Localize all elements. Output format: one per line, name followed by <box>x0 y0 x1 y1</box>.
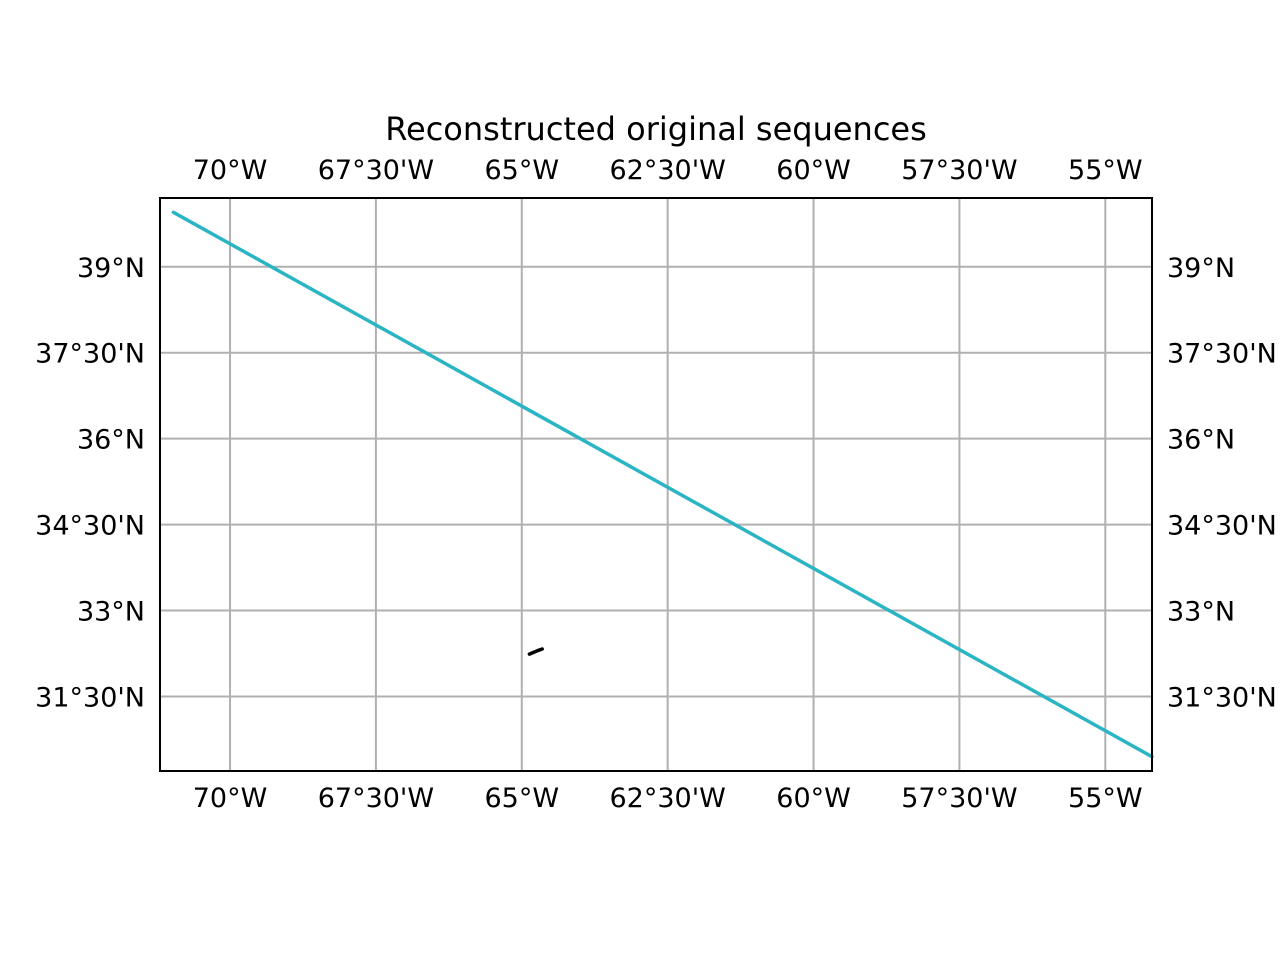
lat-label-left: 36°N <box>77 425 145 456</box>
lon-label-top: 57°30'W <box>901 155 1017 186</box>
lat-label-right: 39°N <box>1167 253 1235 284</box>
lon-label-bottom: 55°W <box>1068 783 1143 814</box>
lon-label-top: 60°W <box>776 155 851 186</box>
lat-label-right: 31°30'N <box>1167 683 1277 714</box>
lon-label-bottom: 70°W <box>193 783 268 814</box>
map-title: Reconstructed original sequences <box>385 110 927 148</box>
lon-label-bottom: 62°30'W <box>609 783 725 814</box>
graticule <box>160 198 1152 771</box>
lat-label-right: 36°N <box>1167 425 1235 456</box>
lat-label-right: 37°30'N <box>1167 339 1277 370</box>
lon-label-top: 70°W <box>193 155 268 186</box>
lat-label-left: 39°N <box>77 253 145 284</box>
map-frame <box>159 197 1153 772</box>
lon-label-bottom: 67°30'W <box>318 783 434 814</box>
lon-label-top: 62°30'W <box>609 155 725 186</box>
lon-label-bottom: 60°W <box>776 783 851 814</box>
lon-label-bottom: 57°30'W <box>901 783 1017 814</box>
tick-labels: 70°W 70°W 67°30'W 67°30'W 65°W 65°W 62°30'W 62°… <box>35 155 1277 814</box>
lon-label-bottom: 65°W <box>485 783 560 814</box>
lon-label-top: 55°W <box>1068 155 1143 186</box>
lat-label-right: 34°30'N <box>1167 511 1277 542</box>
lat-label-right: 33°N <box>1167 597 1235 628</box>
track-line-2 <box>527 647 544 656</box>
lon-label-top: 65°W <box>485 155 560 186</box>
lat-label-left: 33°N <box>77 597 145 628</box>
lon-label-top: 67°30'W <box>318 155 434 186</box>
track-line-1 <box>171 210 1154 759</box>
lat-label-left: 37°30'N <box>35 339 145 370</box>
lat-label-left: 34°30'N <box>35 511 145 542</box>
tracks <box>171 210 1154 759</box>
lat-label-left: 31°30'N <box>35 683 145 714</box>
